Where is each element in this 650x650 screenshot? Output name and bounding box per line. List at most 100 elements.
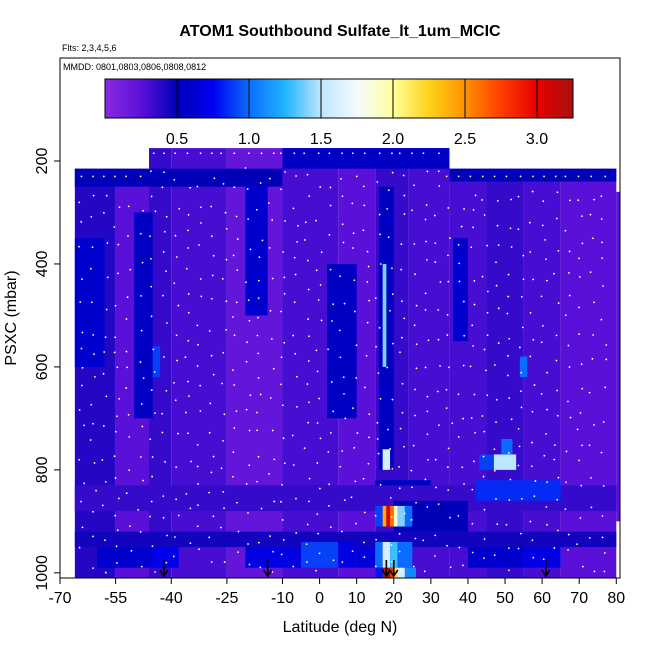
track-point — [557, 476, 560, 479]
track-point — [80, 500, 82, 503]
colorbar-gradient — [104, 78, 574, 119]
track-point — [398, 152, 401, 155]
track-point — [178, 207, 181, 210]
track-point — [533, 384, 536, 386]
track-point — [447, 207, 450, 209]
track-point — [481, 415, 484, 417]
track-point — [292, 207, 295, 210]
track-point — [553, 547, 556, 549]
track-point — [391, 152, 393, 155]
track-point — [212, 455, 215, 458]
track-point — [445, 407, 448, 410]
track-point — [339, 275, 342, 278]
track-point — [187, 293, 190, 295]
track-point — [434, 534, 437, 537]
track-point — [89, 439, 92, 441]
track-point — [284, 220, 286, 222]
track-point — [532, 278, 535, 281]
track-point — [366, 250, 369, 253]
track-point — [187, 229, 189, 232]
track-point — [578, 276, 581, 278]
track-point — [451, 422, 454, 425]
track-point — [175, 466, 178, 468]
heatmap-cell — [501, 438, 513, 455]
track-point — [196, 185, 199, 188]
track-point — [317, 532, 320, 535]
track-point — [434, 261, 437, 263]
track-point — [150, 315, 153, 318]
track-point — [113, 351, 116, 354]
track-point — [460, 225, 463, 228]
track-point — [474, 431, 477, 434]
track-point — [118, 206, 121, 209]
track-point — [210, 205, 213, 208]
track-point — [391, 293, 394, 296]
track-point — [510, 246, 513, 248]
track-point — [331, 320, 333, 322]
track-point — [126, 296, 129, 299]
heatmap-cell — [152, 346, 161, 378]
track-point — [601, 536, 604, 539]
heatmap-cell — [449, 168, 617, 182]
heatmap-cell — [523, 168, 561, 579]
track-point — [567, 344, 570, 347]
track-point — [153, 371, 156, 373]
track-point — [379, 263, 382, 265]
track-point — [249, 394, 252, 397]
track-point — [208, 536, 211, 539]
track-point — [564, 229, 567, 232]
track-point — [154, 412, 156, 414]
track-point — [569, 416, 572, 419]
heatmap-cell — [390, 505, 394, 527]
track-point — [556, 389, 559, 392]
track-point — [259, 566, 262, 569]
track-point — [485, 369, 487, 372]
track-point — [457, 243, 460, 246]
track-point — [116, 529, 119, 532]
track-point — [352, 247, 354, 249]
track-point — [80, 175, 83, 178]
track-point — [565, 450, 568, 453]
track-point — [447, 254, 449, 257]
track-point — [140, 329, 143, 332]
track-point — [235, 215, 238, 218]
track-point — [517, 195, 520, 198]
track-point — [564, 508, 567, 510]
track-point — [603, 552, 606, 554]
y-tick-label: 400 — [34, 250, 51, 277]
track-point — [401, 411, 404, 414]
track-point — [190, 460, 192, 463]
track-point — [520, 498, 523, 500]
track-point — [517, 547, 520, 550]
profile-marker-arrow — [541, 560, 551, 578]
track-point — [449, 516, 451, 519]
track-point — [362, 477, 365, 480]
track-point — [283, 341, 286, 344]
track-point — [342, 376, 345, 378]
track-point — [248, 464, 251, 467]
track-point — [363, 204, 366, 207]
track-point — [247, 218, 250, 221]
heatmap-cell — [390, 541, 398, 568]
track-point — [496, 224, 499, 227]
track-point — [247, 152, 250, 155]
track-point — [296, 375, 298, 378]
track-point — [446, 466, 449, 468]
track-point — [378, 326, 381, 329]
track-point — [350, 496, 353, 499]
track-point — [161, 186, 164, 189]
track-point — [164, 460, 167, 463]
track-point — [149, 235, 151, 238]
track-point — [151, 456, 154, 458]
track-point — [553, 444, 556, 447]
track-point — [400, 243, 403, 246]
track-point — [398, 550, 401, 553]
track-point — [463, 482, 465, 485]
track-point — [439, 281, 442, 283]
track-point — [508, 337, 511, 340]
track-point — [603, 570, 606, 573]
track-point — [482, 475, 485, 478]
track-point — [267, 202, 270, 204]
track-point — [130, 549, 133, 552]
